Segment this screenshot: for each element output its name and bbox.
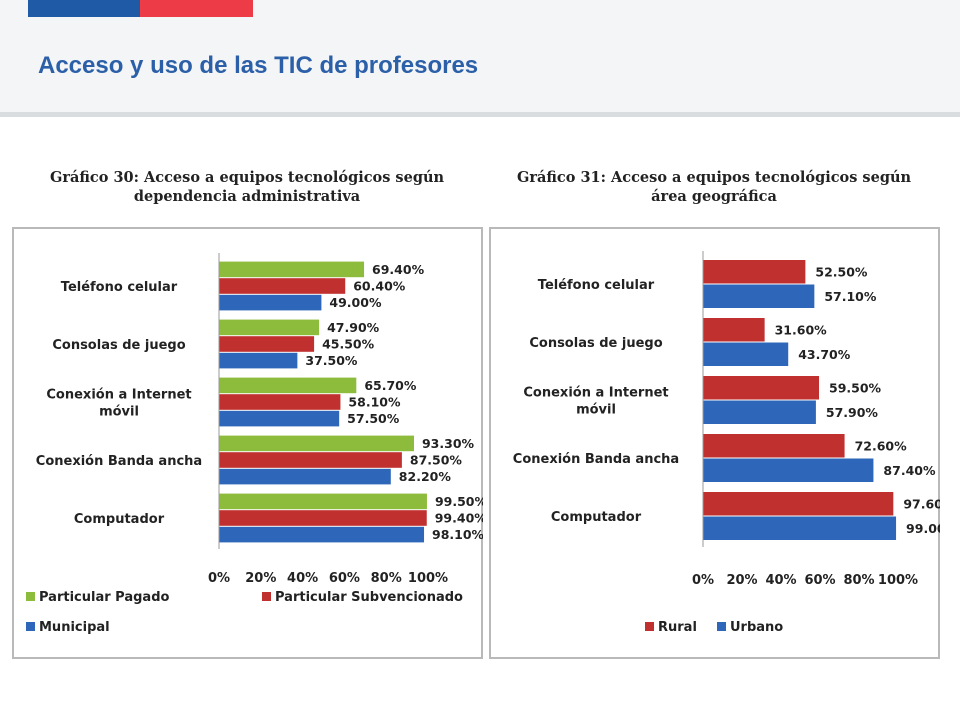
value-label: 59.50%: [829, 380, 882, 395]
chart-31-title: Gráfico 31: Acceso a equipos tecnológico…: [489, 168, 939, 206]
value-label: 87.40%: [883, 463, 936, 478]
x-tick-label: 100%: [878, 573, 918, 588]
value-label: 43.70%: [798, 347, 851, 362]
bar-municipal-3: [219, 468, 391, 485]
value-label: 82.20%: [399, 469, 452, 484]
bar-rural-1: [703, 318, 765, 342]
bar-urbano-4: [703, 516, 897, 540]
x-tick-label: 60%: [329, 571, 360, 586]
x-tick-label: 0%: [208, 571, 230, 586]
category-label: Conexión Banda ancha: [513, 452, 679, 467]
value-label: 72.60%: [855, 438, 908, 453]
value-label: 52.50%: [815, 264, 868, 279]
chart-31-title-line1: Gráfico 31: Acceso a equipos tecnológico…: [516, 169, 912, 186]
value-label: 99.40%: [435, 511, 483, 526]
page-title: Acceso y uso de las TIC de profesores: [38, 52, 479, 79]
category-label: Conexión a Internet: [46, 388, 191, 403]
legend-swatch: [26, 622, 35, 631]
value-label: 60.40%: [353, 279, 406, 294]
bar-municipal-1: [219, 352, 298, 369]
value-label: 99.00%: [906, 521, 940, 536]
value-label: 45.50%: [322, 337, 375, 352]
chart-30-title-line2: dependencia administrativa: [133, 188, 361, 205]
chart-31: 52.50% 57.10% Teléfono celular 31.60% 43.70%…: [513, 251, 940, 635]
flag-blue-stripe: [28, 0, 140, 17]
x-tick-label: 100%: [408, 571, 448, 586]
category-label: Computador: [74, 512, 165, 527]
bar-urbano-0: [703, 284, 815, 308]
flag-red-stripe: [140, 0, 253, 17]
legend-label: Particular Pagado: [39, 590, 169, 605]
x-tick-label: 80%: [843, 573, 874, 588]
bar-municipal-0: [219, 294, 322, 311]
category-label: Consolas de juego: [529, 336, 662, 351]
category-label: Conexión Banda ancha: [36, 454, 202, 469]
value-label: 97.60%: [903, 496, 940, 511]
category-label: Teléfono celular: [538, 278, 655, 293]
legend-swatch: [26, 592, 35, 601]
x-tick-label: 40%: [287, 571, 318, 586]
legend-label: Rural: [658, 620, 697, 635]
bar-rural-0: [703, 260, 806, 284]
bar-particular-pagado-2: [219, 377, 357, 394]
slide-header: Acceso y uso de las TIC de profesores: [0, 0, 960, 117]
bar-municipal-4: [219, 526, 425, 543]
bar-particular-subvencionado-3: [219, 452, 402, 468]
chart-30: 69.40% 60.40%49.00% Teléfono celular 47.90%…: [26, 253, 483, 635]
bar-particular-pagado-4: [219, 493, 427, 510]
bar-urbano-2: [703, 400, 816, 424]
bar-urbano-3: [703, 458, 874, 482]
category-label: Consolas de juego: [52, 338, 185, 353]
legend-label: Urbano: [730, 620, 783, 635]
bar-urbano-1: [703, 342, 789, 366]
chart-30-title-line1: Gráfico 30: Acceso a equipos tecnológico…: [49, 169, 445, 186]
legend-swatch: [645, 622, 654, 631]
value-label: 57.10%: [824, 289, 877, 304]
value-label: 31.60%: [775, 322, 828, 337]
value-label: 49.00%: [329, 295, 382, 310]
value-label: 37.50%: [305, 353, 358, 368]
value-label: 69.40%: [372, 262, 425, 277]
value-label: 98.10%: [432, 527, 483, 542]
x-tick-label: 20%: [245, 571, 276, 586]
value-label: 57.90%: [826, 405, 879, 420]
value-label: 58.10%: [348, 395, 401, 410]
value-label: 57.50%: [347, 411, 400, 426]
value-label: 47.90%: [327, 320, 380, 335]
legend-label: Particular Subvencionado: [275, 590, 463, 605]
bar-municipal-2: [219, 410, 340, 427]
bar-rural-4: [703, 492, 894, 516]
bar-particular-pagado-3: [219, 435, 414, 452]
bar-particular-pagado-1: [219, 319, 320, 336]
x-tick-label: 60%: [804, 573, 835, 588]
value-label: 65.70%: [364, 378, 417, 393]
bar-particular-subvencionado-1: [219, 336, 315, 352]
category-label: móvil: [576, 403, 616, 418]
x-tick-label: 20%: [726, 573, 757, 588]
legend-swatch: [262, 592, 271, 601]
bar-particular-subvencionado-0: [219, 278, 346, 294]
value-label: 87.50%: [410, 453, 463, 468]
x-tick-label: 40%: [765, 573, 796, 588]
chart-30-title: Gráfico 30: Acceso a equipos tecnológico…: [12, 168, 482, 206]
bar-rural-3: [703, 434, 845, 458]
legend-swatch: [717, 622, 726, 631]
value-label: 93.30%: [422, 436, 475, 451]
chart-31-title-line2: área geográfica: [651, 188, 777, 205]
bar-particular-subvencionado-4: [219, 510, 427, 526]
category-label: móvil: [99, 405, 139, 420]
legend-label: Municipal: [39, 620, 110, 635]
x-tick-label: 80%: [371, 571, 402, 586]
category-label: Teléfono celular: [61, 280, 178, 295]
x-tick-label: 0%: [692, 573, 714, 588]
value-label: 99.50%: [435, 494, 483, 509]
category-label: Computador: [551, 510, 642, 525]
bar-particular-pagado-0: [219, 261, 365, 278]
bar-rural-2: [703, 376, 820, 400]
bar-particular-subvencionado-2: [219, 394, 341, 410]
category-label: Conexión a Internet: [523, 386, 668, 401]
